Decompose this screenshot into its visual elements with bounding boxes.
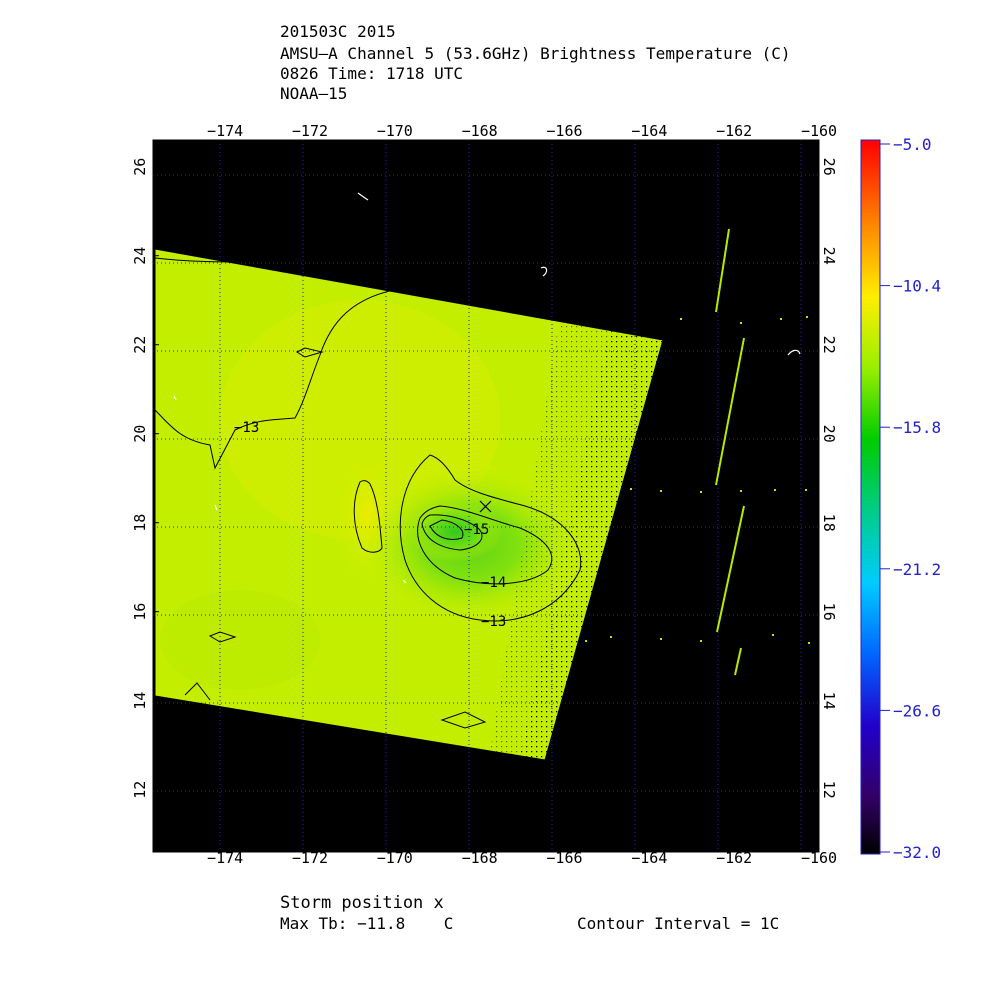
contour-minus13-west [154,287,406,470]
contour-minus13-center [399,454,582,622]
swath [155,249,663,760]
x-tick-label-top: −164 [631,122,667,140]
x-tick-label-bottom: −170 [377,849,413,867]
x-tick-label-top: −170 [377,122,413,140]
contour-label: −14 [481,575,506,591]
x-tick-label-bottom: −168 [462,849,498,867]
contour-minus15-inner [429,519,464,540]
coastlines [173,192,801,584]
y-tick-label-right: 20 [820,425,838,443]
y-tick-label-right: 18 [820,514,838,532]
y-tick-label-left: 14 [131,692,149,710]
x-tick-label-top: −174 [207,122,243,140]
max-tb-caption: Max Tb: −11.8 C [280,914,454,933]
contour-lines [154,257,582,729]
contour-small-c [184,682,211,701]
x-tick-label-bottom: −160 [801,849,837,867]
y-tick-label-right: 26 [820,158,838,176]
x-tick-label-top: −166 [546,122,582,140]
y-tick-label-left: 16 [131,603,149,621]
storm-position-caption: Storm position x [280,893,444,913]
contour-small-b [208,631,237,643]
x-tick-label-top: −172 [292,122,328,140]
axes: −174 −174 −172 −172 −170 −170 −168 −168 −166 −166… [131,122,838,867]
contour-labels: −13 −15 −14 −13 [234,420,506,630]
y-tick-label-left: 20 [131,425,149,443]
x-tick-label-top: −162 [716,122,752,140]
y-tick-label-left: 12 [131,781,149,799]
swath-edge [154,248,664,761]
title-line-4: NOAA–15 [280,84,348,103]
title-line-2: AMSU–A Channel 5 (53.6GHz) Brightness Te… [280,44,791,63]
gridlines [153,140,819,852]
contour-label: −13 [234,420,259,436]
colorbar-tick-label: −5.0 [893,135,932,154]
contour-interval-caption: Contour Interval = 1C [577,914,780,933]
contour-label: −13 [481,614,506,630]
y-tick-label-right: 12 [820,781,838,799]
contour-minus13-top [154,257,256,263]
colorbar-tick-label: −10.4 [893,277,941,296]
contour-small-a [295,347,324,358]
y-tick-label-left: 26 [131,158,149,176]
edge-streaks [715,228,745,676]
title-line-1: 201503C 2015 [280,22,396,41]
contour-small-d [440,711,487,729]
y-tick-label-right: 24 [820,247,838,265]
colorbar-tick-label: −21.2 [893,560,941,579]
y-tick-label-right: 14 [820,692,838,710]
x-tick-label-top: −160 [801,122,837,140]
colorbar [860,139,881,855]
contour-label: −15 [464,522,489,538]
colorbar-tick-label: −26.6 [893,701,941,720]
colorbar-tick-label: −15.8 [893,418,941,437]
x-tick-label-bottom: −174 [207,849,243,867]
x-tick-label-bottom: −164 [631,849,667,867]
x-tick-label-top: −168 [462,122,498,140]
contour-warm-spot [353,480,383,553]
edge-dots [585,316,810,644]
y-tick-label-left: 18 [131,514,149,532]
y-tick-label-left: 22 [131,336,149,354]
y-tick-label-right: 16 [820,603,838,621]
x-tick-label-bottom: −166 [546,849,582,867]
contour-minus15 [421,514,483,551]
title-line-3: 0826 Time: 1718 UTC [280,64,464,83]
storm-position-marker [479,500,492,513]
colorbar-tick-label: −32.0 [893,843,941,862]
contour-minus14 [417,505,553,585]
y-tick-label-right: 22 [820,336,838,354]
plot-frame [152,139,820,853]
y-tick-label-left: 24 [131,247,149,265]
x-tick-label-bottom: −162 [716,849,752,867]
colorbar-ticks: −5.0 −10.4 −15.8 −21.2 −26.6 −32.0 [880,135,941,862]
x-tick-label-bottom: −172 [292,849,328,867]
